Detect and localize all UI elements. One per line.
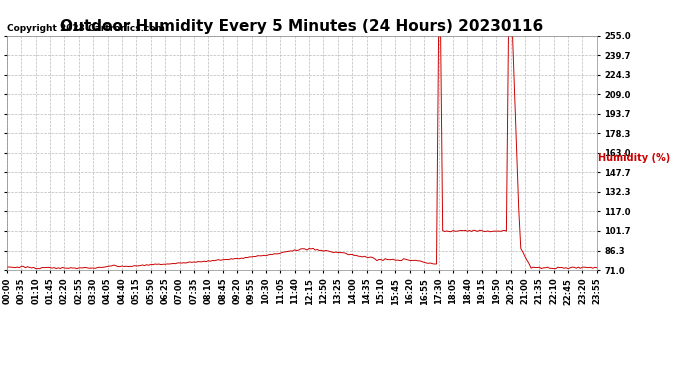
- Y-axis label: Humidity (%): Humidity (%): [598, 153, 670, 163]
- Title: Outdoor Humidity Every 5 Minutes (24 Hours) 20230116: Outdoor Humidity Every 5 Minutes (24 Hou…: [60, 20, 544, 34]
- Text: Copyright 2023 Cartronics.com: Copyright 2023 Cartronics.com: [7, 24, 165, 33]
